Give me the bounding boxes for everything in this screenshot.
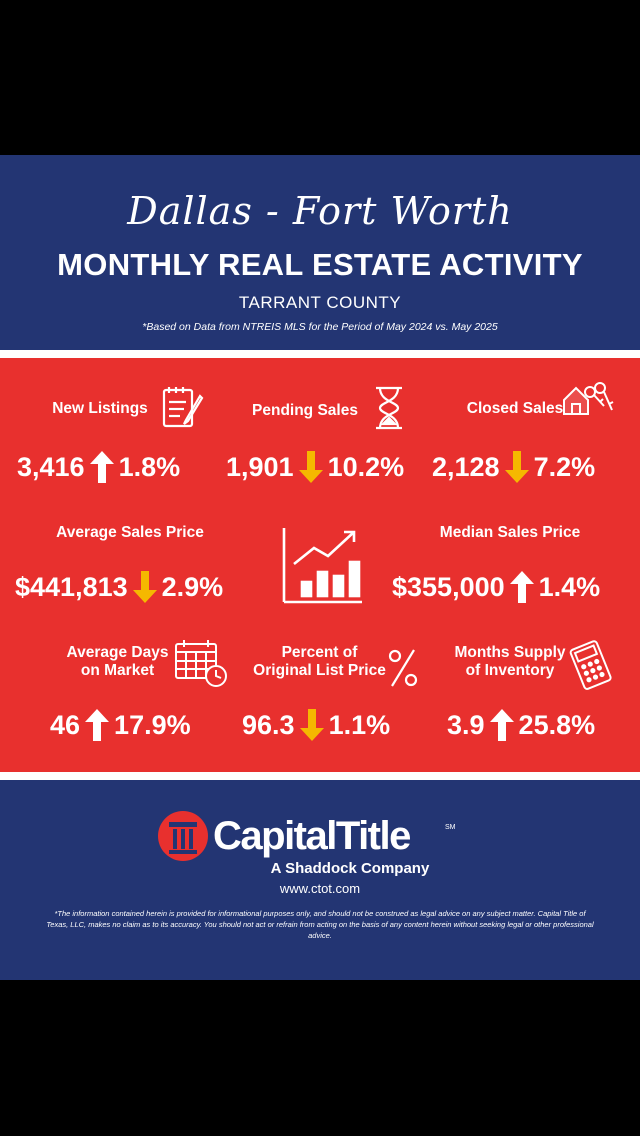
notepad-pencil-icon — [160, 384, 206, 430]
arrow-up-icon — [84, 708, 110, 742]
stat-value-percent-of-original-list-price: 96.3 1.1% — [242, 708, 390, 742]
house-keys-icon — [560, 380, 616, 424]
stat-label-months-supply-of-inventory: Months Supply of Inventory — [454, 644, 566, 679]
arrow-up-icon — [489, 708, 515, 742]
arrow-down-icon — [298, 450, 324, 484]
stat-label-pending-sales: Pending Sales — [252, 402, 358, 419]
arrow-up-icon — [89, 450, 115, 484]
stat-label-median-sales-price: Median Sales Price — [439, 524, 581, 541]
county-subtitle: TARRANT COUNTY — [238, 293, 402, 312]
brand-name: CapitalTitle — [213, 814, 411, 858]
calculator-icon — [566, 640, 616, 692]
growth-chart-icon — [280, 526, 364, 606]
header-banner: Dallas - Fort Worth MONTHLY REAL ESTATE … — [0, 155, 640, 350]
stat-label-percent-of-original-list-price: Percent of Original List Price — [253, 644, 386, 679]
calendar-clock-icon — [174, 638, 230, 688]
script-title: Dallas - Fort Worth — [127, 189, 513, 233]
footer-banner: CapitalTitle SM A Shaddock Company www.c… — [0, 780, 640, 980]
stat-value-months-supply-of-inventory: 3.9 25.8% — [447, 708, 595, 742]
hourglass-icon — [374, 386, 404, 430]
stat-value-closed-sales: 2,128 7.2% — [432, 450, 595, 484]
divider-stripe — [0, 772, 640, 780]
stats-panel: New Listings 3,416 1.8% Pending Sales 1,… — [0, 358, 640, 772]
website-link[interactable]: www.ctot.com — [279, 881, 361, 896]
divider-stripe — [0, 350, 640, 358]
page-title: MONTHLY REAL ESTATE ACTIVITY — [57, 247, 583, 282]
stat-value-pending-sales: 1,901 10.2% — [226, 450, 404, 484]
stat-label-average-sales-price: Average Sales Price — [56, 524, 204, 541]
arrow-down-icon — [504, 450, 530, 484]
disclaimer: *The information contained herein is pro… — [46, 909, 594, 940]
stat-label-new-listings: New Listings — [52, 400, 148, 417]
stat-value-new-listings: 3,416 1.8% — [17, 450, 180, 484]
tagline: A Shaddock Company — [270, 860, 430, 877]
service-mark: SM — [445, 824, 456, 831]
arrow-up-icon — [509, 570, 535, 604]
percent-icon — [388, 648, 418, 688]
stat-value-median-sales-price: $355,000 1.4% — [392, 570, 600, 604]
stat-label-average-days-on-market: Average Days on Market — [66, 644, 169, 679]
stat-value-average-sales-price: $441,813 2.9% — [15, 570, 223, 604]
column-emblem-icon — [157, 810, 209, 862]
data-source-note: *Based on Data from NTREIS MLS for the P… — [142, 321, 498, 333]
stat-value-average-days-on-market: 46 17.9% — [50, 708, 191, 742]
arrow-down-icon — [299, 708, 325, 742]
capital-title-logo: CapitalTitle SM — [157, 810, 497, 866]
arrow-down-icon — [132, 570, 158, 604]
stat-label-closed-sales: Closed Sales — [466, 400, 564, 417]
